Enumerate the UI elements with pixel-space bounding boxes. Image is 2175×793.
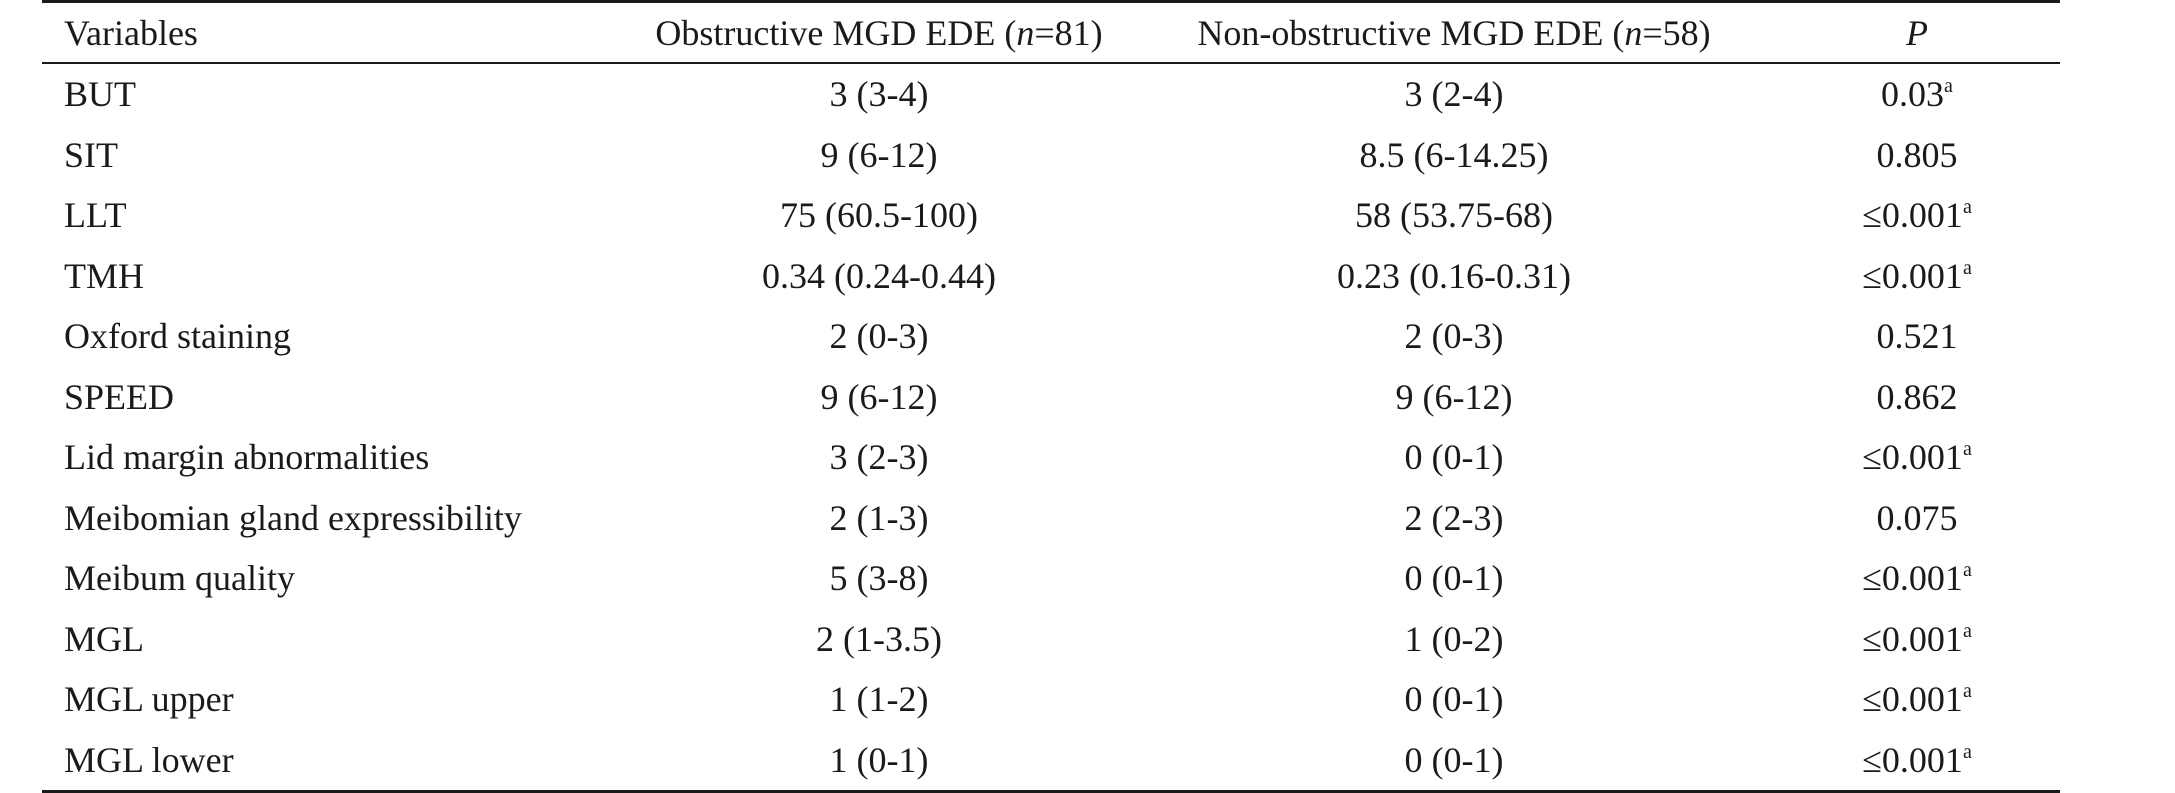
- cell-obstructive: 0.34 (0.24-0.44): [762, 255, 996, 296]
- cell-nonobstructive: 58 (53.75-68): [1355, 195, 1553, 236]
- table-row: MGL upper 1 (1-2) 0 (0-1) ≤0.001a: [42, 669, 2060, 730]
- cell-obstructive: 9 (6-12): [820, 376, 938, 417]
- p-value: ≤0.001: [1862, 437, 1963, 478]
- cell-variable: LLT: [64, 195, 127, 236]
- cell-nonobstructive: 1 (0-2): [1404, 618, 1504, 659]
- significance-superscript: a: [1962, 559, 1972, 582]
- header-nonobstructive: Non-obstructive MGD EDE (n=58): [1134, 2, 1774, 64]
- cell-nonobstructive: 0 (0-1): [1404, 679, 1504, 720]
- table-row: Lid margin abnormalities 3 (2-3) 0 (0-1) ≤0…: [42, 427, 2060, 488]
- cell-p-value: 0.862: [1774, 367, 2060, 428]
- cell-variable: SIT: [64, 134, 118, 175]
- cell-obstructive: 1 (1-2): [829, 679, 929, 720]
- cell-p-value: 0.075: [1774, 488, 2060, 549]
- cell-nonobstructive: 2 (2-3): [1404, 497, 1504, 538]
- cell-p-value: ≤0.001a: [1774, 548, 2060, 609]
- table-row: BUT 3 (3-4) 3 (2-4) 0.03a: [42, 63, 2060, 125]
- p-value: 0.521: [1876, 316, 1958, 357]
- p-value: ≤0.001: [1862, 618, 1963, 659]
- table-row: MGL 2 (1-3.5) 1 (0-2) ≤0.001a: [42, 609, 2060, 670]
- cell-nonobstructive: 9 (6-12): [1395, 376, 1513, 417]
- cell-p-value: ≤0.001a: [1774, 246, 2060, 307]
- significance-superscript: a: [1962, 619, 1972, 642]
- cell-variable: MGL: [64, 618, 144, 659]
- cell-obstructive: 75 (60.5-100): [780, 195, 978, 236]
- table-body: BUT 3 (3-4) 3 (2-4) 0.03a SIT 9 (6-12) 8.5 (6-…: [42, 63, 2060, 792]
- results-table: Variables Obstructive MGD EDE (n=81) Non…: [42, 0, 2060, 793]
- cell-obstructive: 9 (6-12): [820, 134, 938, 175]
- cell-p-value: ≤0.001a: [1774, 185, 2060, 246]
- p-value: ≤0.001: [1862, 679, 1963, 720]
- p-value: 0.862: [1876, 376, 1958, 417]
- cell-variable: TMH: [64, 255, 144, 296]
- cell-variable: MGL lower: [64, 739, 234, 780]
- cell-obstructive: 2 (1-3): [829, 497, 929, 538]
- p-value: 0.075: [1876, 497, 1958, 538]
- p-value: ≤0.001: [1862, 195, 1963, 236]
- header-p-value: P: [1774, 2, 2060, 64]
- cell-p-value: ≤0.001a: [1774, 730, 2060, 792]
- cell-p-value: ≤0.001a: [1774, 427, 2060, 488]
- cell-p-value: ≤0.001a: [1774, 669, 2060, 730]
- cell-variable: Oxford staining: [64, 316, 291, 357]
- significance-superscript: a: [1962, 256, 1972, 279]
- table-row: SPEED 9 (6-12) 9 (6-12) 0.862: [42, 367, 2060, 428]
- table-row: SIT 9 (6-12) 8.5 (6-14.25) 0.805: [42, 125, 2060, 186]
- header-p-symbol: P: [1906, 12, 1928, 53]
- table-row: TMH 0.34 (0.24-0.44) 0.23 (0.16-0.31) ≤0.00…: [42, 246, 2060, 307]
- cell-nonobstructive: 0 (0-1): [1404, 739, 1504, 780]
- header-obstructive-prefix: Obstructive MGD EDE (: [655, 12, 1017, 53]
- table-header: Variables Obstructive MGD EDE (n=81) Non…: [42, 1, 2060, 64]
- cell-obstructive: 1 (0-1): [829, 739, 929, 780]
- table-row: Meibomian gland expressibility 2 (1-3) 2 (…: [42, 488, 2060, 549]
- header-obstructive-suffix: =81): [1034, 12, 1103, 53]
- cell-p-value: ≤0.001a: [1774, 609, 2060, 670]
- cell-nonobstructive: 0.23 (0.16-0.31): [1337, 255, 1571, 296]
- header-obstructive-n: n: [1016, 12, 1035, 53]
- table-row: MGL lower 1 (0-1) 0 (0-1) ≤0.001a: [42, 730, 2060, 792]
- significance-superscript: a: [1962, 196, 1972, 219]
- header-row: Variables Obstructive MGD EDE (n=81) Non…: [42, 1, 2060, 64]
- header-variables: Variables: [64, 12, 198, 53]
- cell-nonobstructive: 0 (0-1): [1404, 437, 1504, 478]
- header-nonobstructive-suffix: =58): [1642, 12, 1711, 53]
- cell-obstructive: 2 (1-3.5): [816, 618, 942, 659]
- significance-superscript: a: [1962, 740, 1972, 763]
- cell-variable: Lid margin abnormalities: [64, 437, 430, 478]
- cell-variable: SPEED: [64, 376, 175, 417]
- significance-superscript: a: [1962, 438, 1972, 461]
- cell-nonobstructive: 3 (2-4): [1404, 74, 1504, 115]
- cell-p-value: 0.805: [1774, 125, 2060, 186]
- p-value: ≤0.001: [1862, 558, 1963, 599]
- cell-p-value: 0.03a: [1774, 63, 2060, 125]
- p-value: 0.805: [1876, 134, 1958, 175]
- cell-variable: MGL upper: [64, 679, 234, 720]
- header-nonobstructive-n: n: [1624, 12, 1643, 53]
- cell-nonobstructive: 2 (0-3): [1404, 316, 1504, 357]
- cell-obstructive: 5 (3-8): [829, 558, 929, 599]
- cell-nonobstructive: 8.5 (6-14.25): [1359, 134, 1549, 175]
- table-row: LLT 75 (60.5-100) 58 (53.75-68) ≤0.001a: [42, 185, 2060, 246]
- cell-variable: BUT: [64, 74, 136, 115]
- cell-obstructive: 3 (2-3): [829, 437, 929, 478]
- cell-variable: Meibomian gland expressibility: [64, 497, 522, 538]
- p-value: ≤0.001: [1862, 739, 1963, 780]
- significance-superscript: a: [1944, 75, 1953, 98]
- header-obstructive: Obstructive MGD EDE (n=81): [624, 2, 1134, 64]
- table-row: Meibum quality 5 (3-8) 0 (0-1) ≤0.001a: [42, 548, 2060, 609]
- significance-superscript: a: [1962, 680, 1972, 703]
- cell-nonobstructive: 0 (0-1): [1404, 558, 1504, 599]
- cell-obstructive: 2 (0-3): [829, 316, 929, 357]
- p-value: ≤0.001: [1862, 255, 1963, 296]
- cell-variable: Meibum quality: [64, 558, 295, 599]
- header-nonobstructive-prefix: Non-obstructive MGD EDE (: [1197, 12, 1625, 53]
- cell-obstructive: 3 (3-4): [829, 74, 929, 115]
- p-value: 0.03: [1881, 74, 1945, 115]
- results-table-container: Variables Obstructive MGD EDE (n=81) Non…: [42, 0, 2060, 793]
- cell-p-value: 0.521: [1774, 306, 2060, 367]
- table-row: Oxford staining 2 (0-3) 2 (0-3) 0.521: [42, 306, 2060, 367]
